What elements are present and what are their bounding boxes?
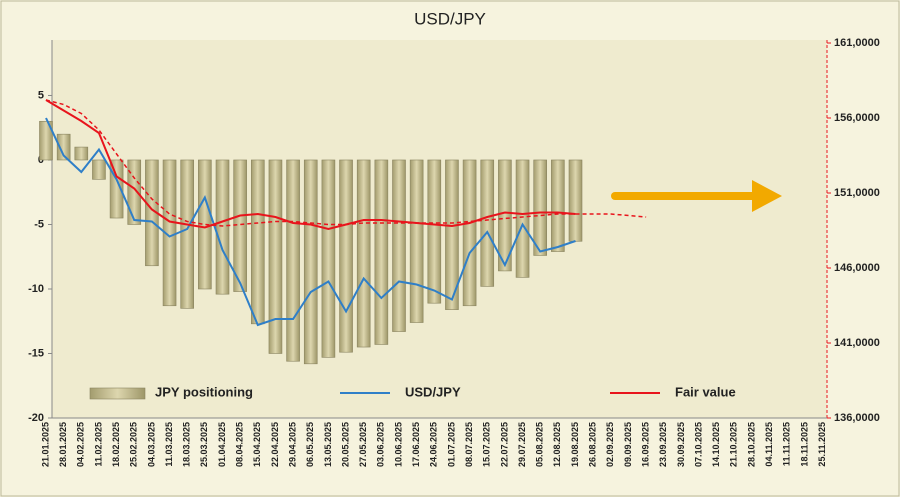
x-tick-label: 16.09.2025 [640,422,650,467]
y-tick-label: -5 [34,218,44,230]
line [45,99,576,231]
x-tick-label: 15.04.2025 [252,422,262,467]
bar [533,159,548,256]
x-tick-label: 20.05.2025 [340,422,350,467]
bar [551,159,565,252]
x-tick-label: 11.11.2025 [782,422,792,466]
x-tick-label: 11.03.2025 [164,422,174,467]
x-tick-label: 02.09.2025 [605,422,615,467]
arrow [611,180,782,212]
y-tick-label: 5 [38,89,44,101]
x-tick-label: 07.10.2025 [693,422,703,467]
bar [374,159,389,345]
x-tick-label: 18.03.2025 [182,422,192,467]
chart-title: USD/JPY [414,9,486,28]
x-tick-label: 15.07.2025 [482,422,492,467]
y2-tick-label: 156,0000 [834,112,880,124]
x-tick-label: 11.02.2025 [93,422,103,467]
x-tick-label: 25.03.2025 [199,422,209,467]
x-tick-label: 25.02.2025 [129,422,139,467]
x-tick-label: 08.07.2025 [464,422,474,467]
bar [233,159,247,292]
x-tick-label: 01.04.2025 [217,422,227,467]
x-tick-label: 18.11.2025 [799,422,809,467]
x-tick-label: 25.11.2025 [817,422,827,467]
x-tick-label: 23.09.2025 [658,422,668,467]
x-tick-label: 18.02.2025 [111,422,121,467]
x-tick-label: 29.07.2025 [517,422,527,467]
bar [498,159,512,272]
x-tick-label: 09.09.2025 [623,422,633,467]
bar [445,159,459,310]
bar [56,133,71,161]
x-tick-label: 29.04.2025 [287,422,297,467]
bar [427,159,442,304]
bar [303,159,318,365]
x-tick-label: 06.05.2025 [305,422,315,467]
bar [462,159,477,307]
legend-label: JPY positioning [155,384,253,399]
x-tick-label: 05.08.2025 [535,422,545,467]
x-tick-label: 22.07.2025 [499,422,509,467]
x-tick-label: 30.09.2025 [676,422,686,467]
x-tick-label: 08.04.2025 [235,422,245,467]
bar [515,159,530,278]
bar [268,159,283,354]
bar [92,159,106,180]
bar [180,159,194,309]
bar [480,159,495,287]
bar [251,159,265,325]
x-tick-label: 10.06.2025 [393,422,403,467]
x-tick-label: 04.11.2025 [764,422,774,467]
y-tick-label: -10 [28,283,44,295]
bar [127,159,142,225]
bar [568,159,583,242]
bar [74,146,89,161]
y-tick-label: -20 [28,412,44,424]
bar [339,159,353,353]
bar [409,159,424,323]
bar [392,159,406,332]
x-tick-label: 03.06.2025 [376,422,386,467]
x-tick-label: 04.03.2025 [146,422,156,467]
bar [356,159,371,348]
x-tick-label: 28.10.2025 [746,422,756,467]
x-tick-label: 21.01.2025 [40,422,50,467]
y2-tick-label: 141,0000 [834,337,880,349]
legend-label: USD/JPY [405,384,461,399]
bar [215,159,230,295]
x-tick-label: 04.02.2025 [76,422,86,467]
x-tick-label: 28.01.2025 [58,422,68,467]
x-tick-label: 24.06.2025 [429,422,439,467]
y2-tick-label: 136,0000 [834,412,880,424]
x-tick-label: 19.08.2025 [570,422,580,467]
legend-swatch [89,387,146,400]
y2-tick-label: 151,0000 [834,187,880,199]
legend-label: Fair value [675,384,736,399]
x-tick-label: 13.05.2025 [323,422,333,467]
x-tick-label: 17.06.2025 [411,422,421,467]
line [45,99,647,227]
x-tick-label: 12.08.2025 [552,422,562,467]
y-tick-label: -15 [28,347,44,359]
x-tick-label: 27.05.2025 [358,422,368,467]
x-tick-label: 01.07.2025 [446,422,456,467]
x-tick-label: 21.10.2025 [729,422,739,467]
x-tick-label: 14.10.2025 [711,422,721,467]
line [45,117,576,327]
bar [286,159,300,362]
y2-tick-label: 161,0000 [834,37,880,49]
x-tick-label: 22.04.2025 [270,422,280,467]
bar [321,159,336,358]
y2-tick-label: 146,0000 [834,262,880,274]
x-tick-label: 26.08.2025 [588,422,598,467]
bar [39,120,53,161]
